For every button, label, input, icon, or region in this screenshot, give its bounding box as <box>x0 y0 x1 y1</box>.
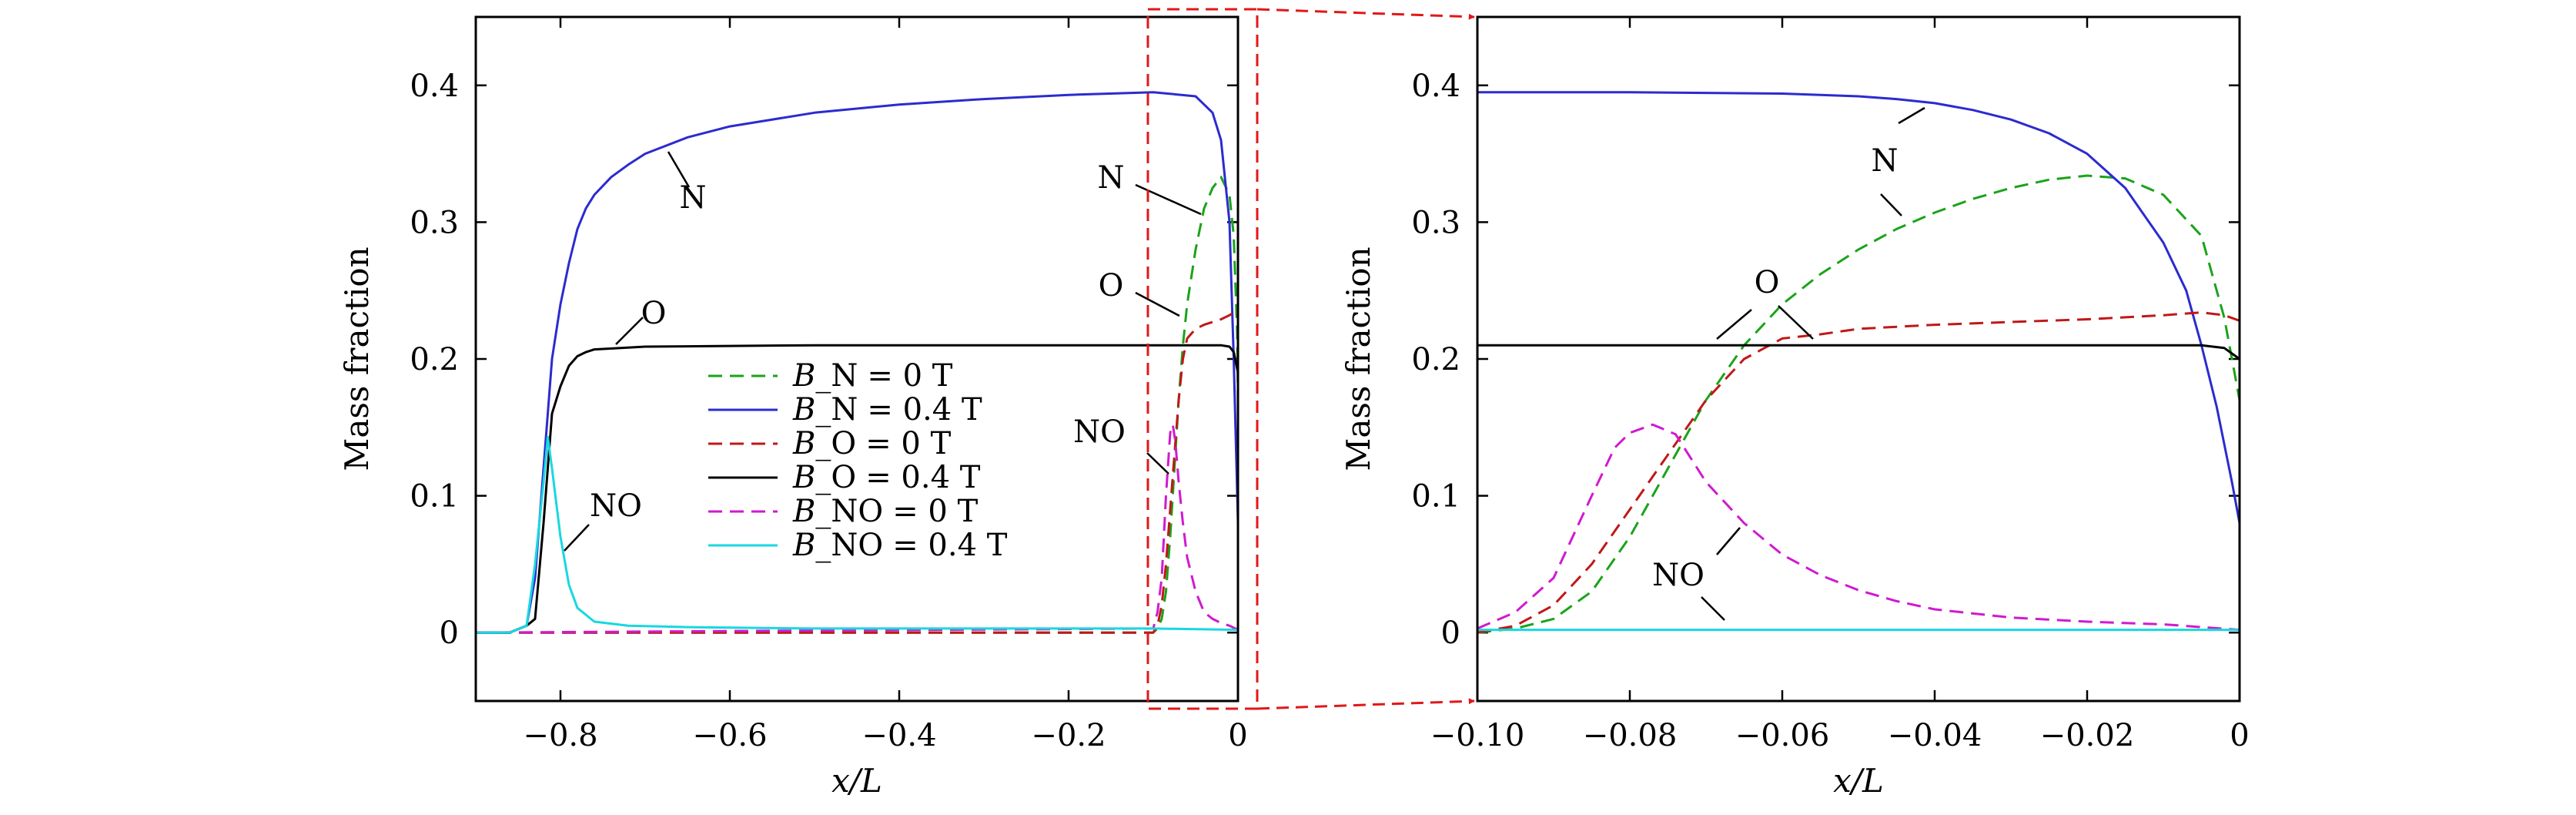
left-ytick-label: 0.1 <box>410 479 459 515</box>
series-annotation-label: N <box>680 180 707 216</box>
left-series-line-2 <box>476 311 1238 634</box>
right-ytick-label: 0.1 <box>1411 479 1460 515</box>
annotation-leader-line <box>667 151 691 188</box>
right-ytick-label: 0.2 <box>1411 342 1460 377</box>
zoom-arrow-top <box>1256 8 1475 20</box>
right-ytick-label: 0.4 <box>1411 69 1460 104</box>
right-series-line-0 <box>1477 174 2240 634</box>
left-ytick-label: 0 <box>440 615 459 651</box>
series-annotation-label: O <box>641 296 667 331</box>
left-ytick-label: 0.2 <box>410 342 459 377</box>
right-y-axis-label: Mass fraction <box>1340 247 1377 471</box>
series-annotation-label: N <box>1872 143 1899 179</box>
series-annotation-label: O <box>1099 268 1124 304</box>
left-series-line-3 <box>476 344 1238 634</box>
series-annotation-label: N <box>1098 160 1125 196</box>
series-annotation-label: O <box>1755 265 1780 300</box>
annotation-leader-line <box>1135 183 1202 216</box>
annotation-leader-line <box>1880 193 1902 216</box>
left-plot-frame <box>474 15 1239 703</box>
right-series-line-1 <box>1477 91 2240 524</box>
left-xtick-label: −0.8 <box>523 718 597 753</box>
left-y-axis-label: Mass fraction <box>338 247 376 471</box>
right-xtick-label: −0.06 <box>1735 718 1830 753</box>
legend-entry-label: B_O = 0 T <box>792 426 952 461</box>
right-series-line-3 <box>1477 344 2240 361</box>
right-ytick-label: 0 <box>1441 615 1460 651</box>
right-xtick-label: −0.04 <box>1888 718 1982 753</box>
legend-entry-label: B_NO = 0.4 T <box>792 528 1008 563</box>
right-panel: −0.10 −0.08 −0.06 −0.04 −0.02 0 0 0.1 0.2 0.3 0.4 x… <box>1340 15 2250 800</box>
zoom-region-box <box>1146 8 1259 710</box>
left-xtick-label: −0.2 <box>1031 718 1106 753</box>
series-annotation-label: NO <box>590 488 642 524</box>
left-ytick-label: 0.3 <box>410 205 459 240</box>
left-x-axis-label: x/L <box>831 762 882 800</box>
right-xtick-label: −0.08 <box>1583 718 1678 753</box>
left-xtick-label: 0 <box>1228 718 1247 753</box>
annotation-leader-line <box>1778 305 1814 340</box>
right-plot-frame <box>1476 15 2241 703</box>
right-ytick-label: 0.3 <box>1411 205 1460 240</box>
series-annotation-label: NO <box>1073 414 1126 450</box>
series-annotation-label: NO <box>1652 558 1705 593</box>
left-xtick-label: −0.4 <box>861 718 936 753</box>
left-series-line-5 <box>476 435 1238 634</box>
left-xtick-label: −0.6 <box>692 718 767 753</box>
right-x-axis-label: x/L <box>1833 762 1884 800</box>
annotation-leader-line <box>615 317 644 345</box>
annotation-leader-line <box>1898 106 1925 125</box>
annotation-leader-line <box>1135 291 1180 317</box>
annotation-leader-line <box>1146 452 1169 475</box>
right-xtick-label: −0.02 <box>2040 718 2135 753</box>
annotation-leader-line <box>1716 309 1752 340</box>
legend-entry-label: B_NO = 0 T <box>792 494 979 529</box>
left-series-line-4 <box>476 423 1238 634</box>
annotation-leader-line <box>1701 596 1725 621</box>
right-series-line-2 <box>1477 311 2240 634</box>
right-series-line-4 <box>1477 423 2240 632</box>
left-ytick-label: 0.4 <box>410 69 459 104</box>
legend-entry-label: B_N = 0 T <box>792 358 953 394</box>
right-xtick-label: 0 <box>2230 718 2249 753</box>
annotation-leader-line <box>1716 527 1741 555</box>
zoom-arrow-bottom <box>1256 698 1475 710</box>
legend-entry-label: B_O = 0.4 T <box>792 460 981 495</box>
left-series-line-0 <box>476 176 1238 634</box>
left-panel: −0.8 −0.6 −0.4 −0.2 0 0 0.1 0.2 0.3 0.4 x/L Mass fr… <box>338 15 1248 800</box>
legend-entry-label: B_N = 0.4 T <box>792 392 982 428</box>
annotation-leader-line <box>564 524 590 552</box>
left-series-line-1 <box>476 91 1238 634</box>
right-xtick-label: −0.10 <box>1430 718 1525 753</box>
legend: B_N = 0 TB_N = 0.4 TB_O = 0 TB_O = 0.4 TB_NO… <box>708 358 1008 563</box>
